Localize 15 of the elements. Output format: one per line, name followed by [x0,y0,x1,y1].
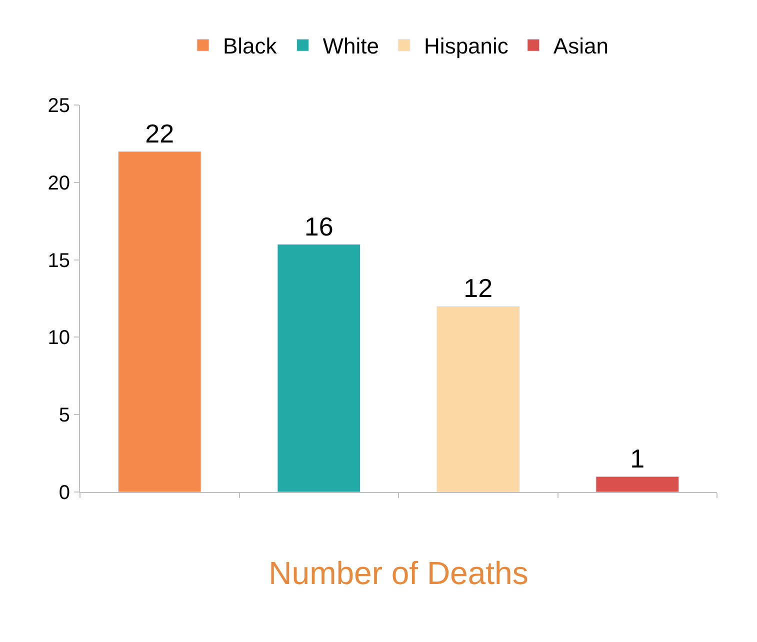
data-label: 12 [464,273,493,304]
legend-label: Asian [553,34,608,59]
y-tick-label: 20 [48,172,70,194]
legend-label: Hispanic [424,34,508,59]
data-label: 1 [630,444,645,474]
data-label: 22 [145,118,174,148]
legend-label: White [322,34,380,59]
data-label: 16 [304,211,334,242]
y-tick-label: 15 [48,250,70,272]
y-tick-label: 10 [48,327,70,350]
y-tick-label: 25 [48,95,70,117]
y-tick-label: 5 [58,404,70,427]
y-tick-label: 0 [58,482,70,504]
x-axis-title: Number of Deaths [268,554,528,591]
legend-label: Black [223,34,278,59]
